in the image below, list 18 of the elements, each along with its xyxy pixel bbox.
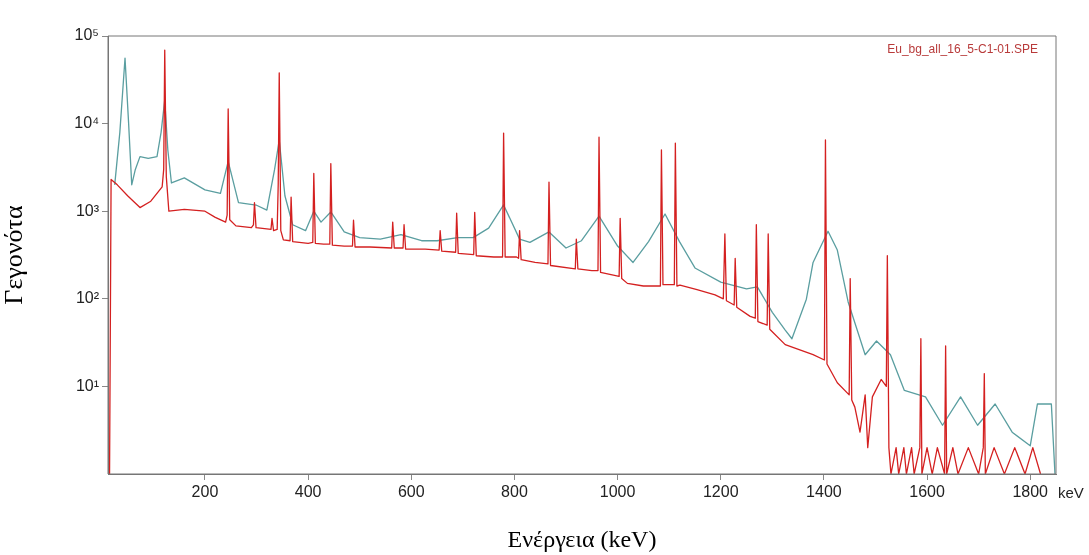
y-tick-label: 10⁵ [74,26,99,44]
x-tick-label: 400 [294,483,322,501]
x-tick-label: 1600 [909,483,945,501]
x-tick-label: 1200 [702,483,739,501]
x-tick-label: 600 [397,483,425,501]
x-axis-title: Ενέργεια (keV) [507,525,657,552]
x-tick-label: 1800 [1012,483,1049,501]
y-tick-label: 10⁴ [74,114,100,132]
y-tick-label: 10² [75,289,100,307]
text: keV [1058,484,1084,502]
y-tick-label: 10¹ [75,376,99,394]
y-tick-label: 10³ [75,201,100,219]
x-tick-label: 200 [191,483,219,501]
annotation: Eu_bg_all_16_5-C1-01.SPE [887,42,1038,57]
y-axis-title: Γεγονότα [0,204,29,305]
x-tick-label: 1000 [599,483,636,501]
x-tick-label: 800 [501,483,528,501]
x-tick-label: 1400 [806,483,842,501]
